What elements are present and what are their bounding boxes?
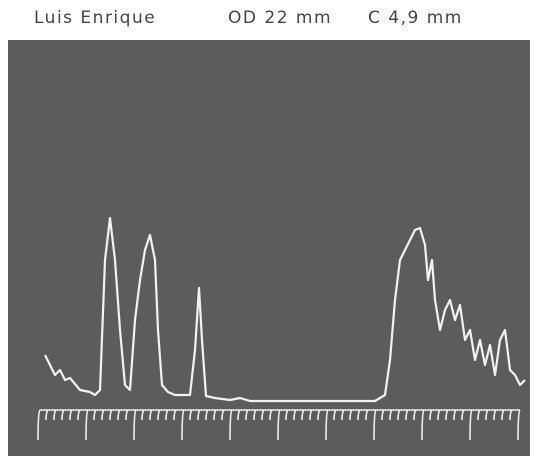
scale-tick xyxy=(101,409,105,421)
scale-tick xyxy=(69,409,73,421)
scale-tick xyxy=(309,409,313,421)
scale-tick xyxy=(133,409,137,441)
scale-tick xyxy=(125,409,129,421)
eye-label: OD 22 mm xyxy=(228,8,333,28)
scale-tick xyxy=(461,409,465,421)
scale-tick xyxy=(213,409,217,421)
scale-tick xyxy=(357,409,361,421)
scale-tick xyxy=(469,409,473,441)
scale-tick xyxy=(277,409,281,441)
scale-tick xyxy=(405,409,409,421)
scale-tick xyxy=(509,409,513,421)
scale-tick xyxy=(229,409,233,441)
scale-tick xyxy=(77,409,81,421)
scale-tick xyxy=(381,409,385,421)
scale-tick xyxy=(53,409,57,421)
scale-tick xyxy=(269,409,273,421)
scale-tick xyxy=(501,409,505,421)
scale-tick xyxy=(397,409,401,421)
scale-tick xyxy=(453,409,457,421)
scale-tick xyxy=(285,409,289,421)
scale-tick xyxy=(437,409,441,421)
scale-tick xyxy=(493,409,497,421)
scale-tick xyxy=(37,409,41,441)
scale-tick xyxy=(189,409,193,421)
scale-tick xyxy=(445,409,449,421)
scale-tick xyxy=(61,409,65,421)
scale-tick xyxy=(317,409,321,421)
scale-tick xyxy=(413,409,417,421)
scale-tick xyxy=(197,409,201,421)
scale-tick xyxy=(301,409,305,421)
scale-tick xyxy=(485,409,489,421)
scale-tick xyxy=(93,409,97,421)
scale-tick xyxy=(117,409,121,421)
scale-tick xyxy=(261,409,265,421)
scale-tick xyxy=(429,409,433,421)
scale-tick xyxy=(477,409,481,421)
scale-tick xyxy=(373,409,377,441)
scale-tick xyxy=(45,409,49,421)
echo-trace xyxy=(44,216,526,403)
scale-tick xyxy=(149,409,153,421)
scale-tick xyxy=(245,409,249,421)
scale-tick xyxy=(157,409,161,421)
scale-tick xyxy=(237,409,241,421)
scale-tick xyxy=(173,409,177,421)
scale-tick xyxy=(349,409,353,421)
screen xyxy=(8,40,530,456)
scale-tick xyxy=(389,409,393,421)
scale-tick xyxy=(221,409,225,421)
scale-tick xyxy=(109,409,113,421)
patient-name: Luis Enrique xyxy=(34,8,157,28)
measure-label: C 4,9 mm xyxy=(368,8,463,28)
scale-tick xyxy=(517,409,521,441)
scale-tick xyxy=(85,409,89,441)
scale-tick xyxy=(333,409,337,421)
scale-tick xyxy=(181,409,185,441)
scale-tick xyxy=(205,409,209,421)
scale-tick xyxy=(341,409,345,421)
scale-tick xyxy=(365,409,369,421)
scale-tick xyxy=(293,409,297,421)
scale-tick xyxy=(141,409,145,421)
scale-tick xyxy=(165,409,169,421)
scale-tick xyxy=(421,409,425,441)
scale-tick xyxy=(325,409,329,441)
scale-tick xyxy=(253,409,257,421)
time-scale xyxy=(37,409,521,441)
